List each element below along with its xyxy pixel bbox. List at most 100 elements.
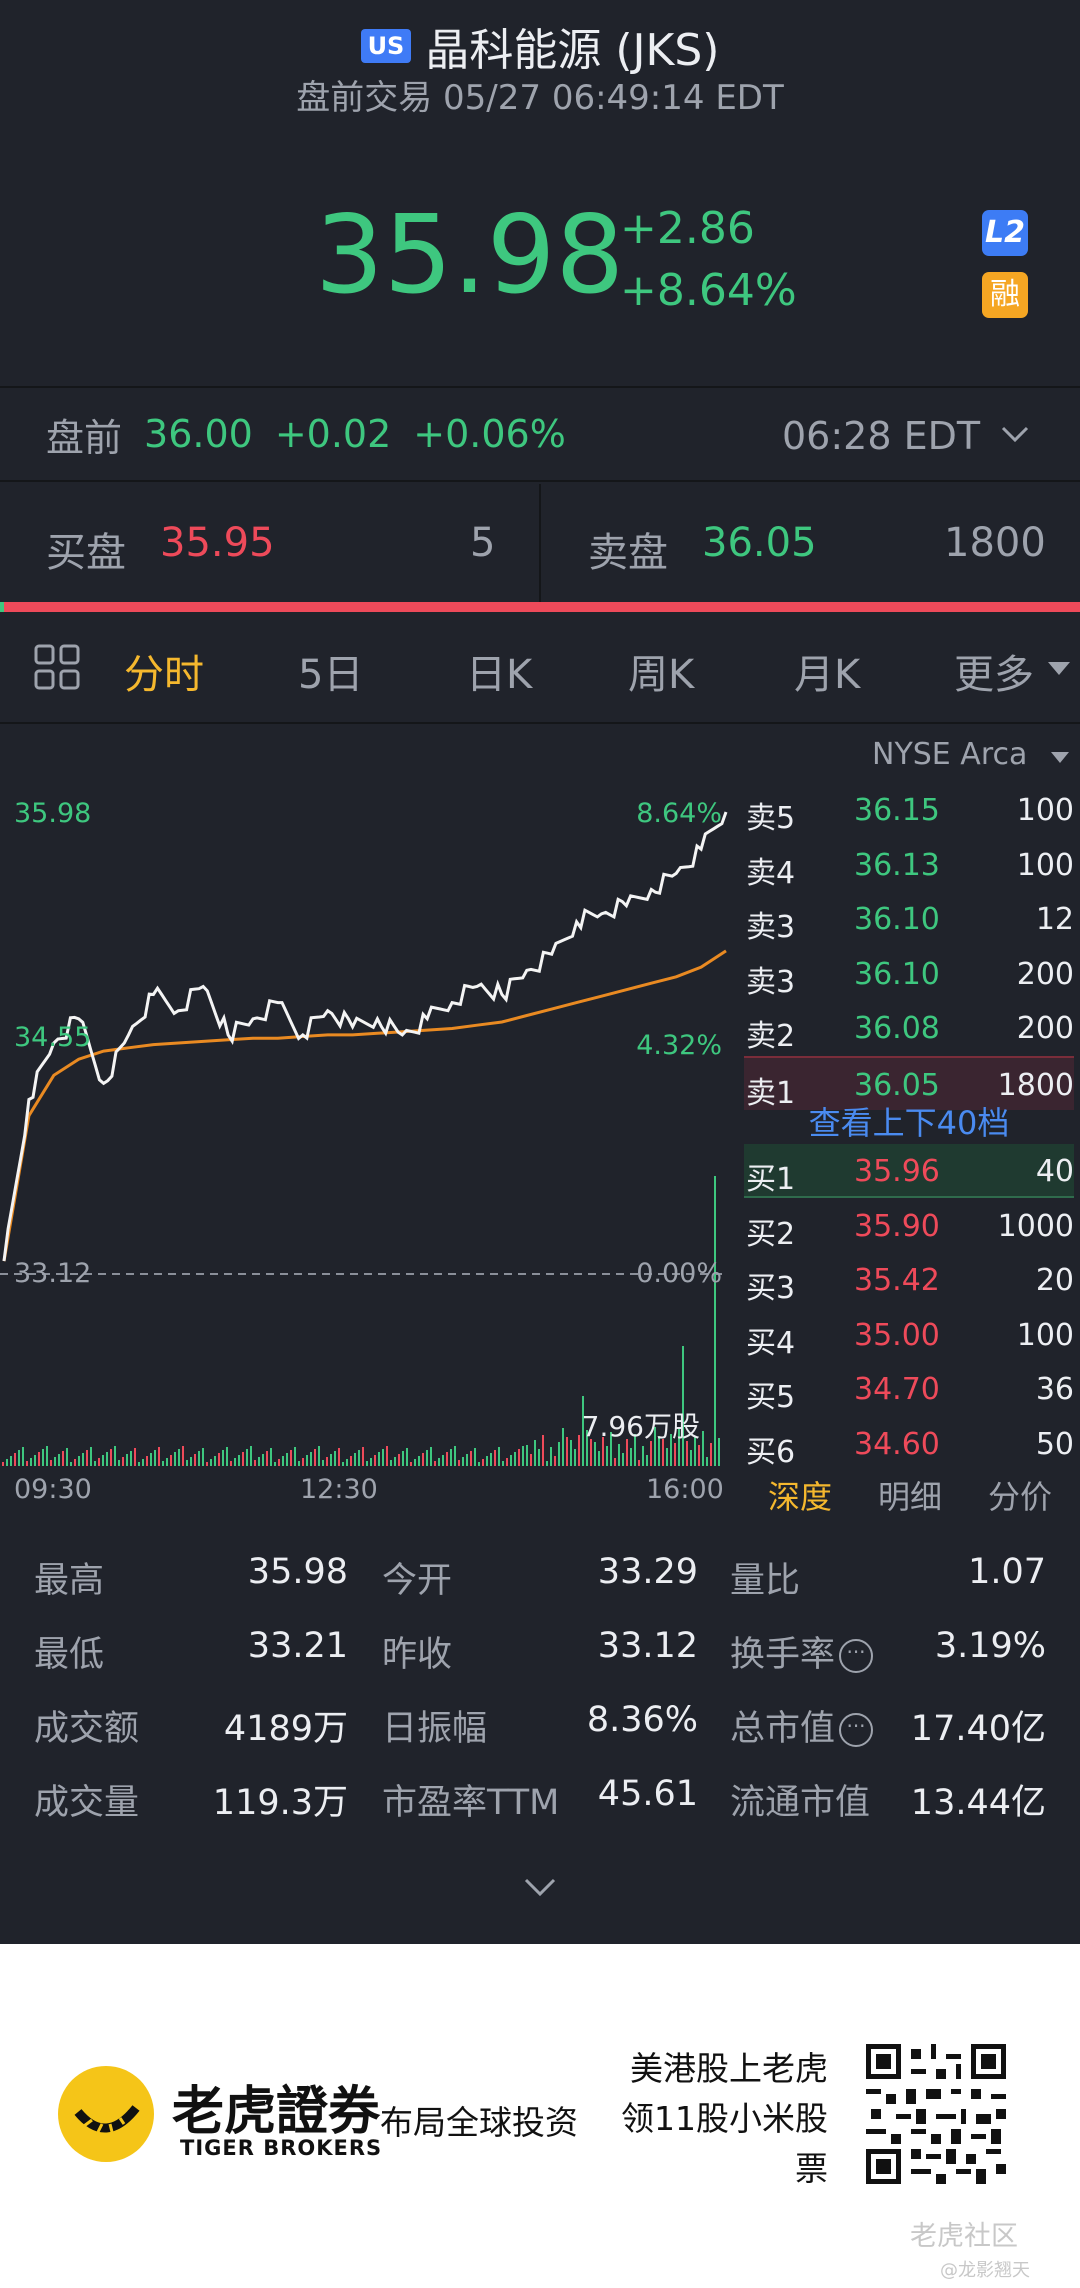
volume-bar [226,1447,228,1466]
volume-bar [622,1453,624,1466]
more-info-icon[interactable]: ··· [839,1639,874,1673]
volume-bar [694,1436,696,1466]
volume-bar [110,1449,112,1466]
pct-high-label: 8.64% [636,798,722,829]
bid-level-row[interactable]: 买1 35.96 40 [744,1144,1074,1198]
volume-bar [394,1457,396,1466]
expand-chevron-icon[interactable] [520,1868,560,1908]
stat-value: 35.98 [247,1552,348,1592]
intraday-chart[interactable]: 35.98 34.55 33.12 8.64% 4.32% 0.00% 7.96… [0,726,730,1476]
premarket-row[interactable]: 盘前 36.00 +0.02 +0.06% 06:28 EDT [0,386,1080,482]
author-watermark: @龙影翘天 [940,2260,1030,2281]
volume-bar [490,1453,492,1466]
volume-bar [126,1454,128,1466]
stat-value: 4189万 [223,1709,348,1749]
bid-level-row[interactable]: 买2 35.90 1000 [744,1199,1074,1253]
ask-level-qty: 12 [1035,902,1074,938]
brand-name-cn: 老虎證券 [172,2081,381,2142]
volume-bar [50,1460,52,1466]
volume-bar [246,1449,248,1466]
bid-level-row[interactable]: 买5 34.70 36 [744,1362,1074,1416]
volume-bar [450,1449,452,1466]
volume-bar [358,1450,360,1466]
stat-label: 量比 [730,1561,801,1601]
bid-level-row[interactable]: 买4 35.00 100 [744,1308,1074,1362]
volume-bar [506,1458,508,1466]
ask-level-qty: 200 [1016,1011,1074,1047]
volume-bar [474,1448,476,1466]
ask-level-label: 卖3 [746,964,796,1000]
ask-level-row[interactable]: 卖2 36.08 200 [744,1001,1074,1055]
ask-price: 36.05 [702,520,817,566]
volume-bar [602,1437,604,1466]
volume-bar [590,1439,592,1466]
bid-level-qty: 40 [1035,1154,1074,1189]
volume-bar [370,1458,372,1466]
volume-bar [170,1455,172,1466]
volume-bar [402,1451,404,1466]
bid-level-qty: 100 [1016,1317,1074,1353]
tab-weekly-k[interactable]: 周K [628,652,695,698]
ask-level-row[interactable]: 卖3 36.10 200 [744,947,1074,1001]
bid-level-price: 34.60 [854,1427,940,1462]
bid-level-label: 买4 [746,1325,796,1361]
bid-level-qty: 36 [1035,1372,1074,1408]
ask-level-row[interactable]: 卖4 36.13 100 [744,838,1074,892]
tiger-stripes-icon [74,2105,140,2133]
pct-mid-label: 4.32% [636,1030,722,1061]
chevron-down-icon[interactable] [1000,424,1030,446]
premarket-time: 06:28 EDT [782,414,981,458]
volume-bar [426,1450,428,1466]
volume-bar [646,1455,648,1466]
ask-level-row[interactable]: 卖1 36.05 1800 [744,1056,1074,1111]
volume-bar [478,1462,480,1466]
tab-monthly-k[interactable]: 月K [794,652,861,698]
volume-bar [658,1436,660,1466]
tab-more[interactable]: 更多 [954,652,1034,698]
caret-down-icon[interactable] [1048,662,1070,676]
turnover-rate-label: 换手率 ··· [730,1626,874,1677]
time-label-close: 16:00 [646,1474,724,1505]
promo-footer[interactable]: 老虎證券 TIGER BROKERS 布局全球投资 美港股上老虎领11股小米股票… [0,1944,1080,2288]
volume-bar [546,1461,548,1466]
quote-header: US 晶科能源 (JKS) 盘前交易 05/27 06:49:14 EDT 35… [0,0,1080,385]
volume-bar [230,1461,232,1466]
volume-bar [14,1453,16,1466]
ask-level-row[interactable]: 卖5 36.15 100 [744,783,1074,837]
volume-bar [414,1459,416,1466]
qr-code-icon[interactable] [866,2044,1006,2184]
tab-detail[interactable]: 明细 [878,1478,943,1516]
volume-bar [422,1453,424,1466]
volume-bar [186,1460,188,1466]
view-40-levels-link[interactable]: 查看上下40档 [808,1104,1010,1142]
level2-badge[interactable]: L2 [982,210,1028,256]
layout-grid-icon[interactable] [34,644,80,690]
volume-bar [638,1460,640,1466]
volume-bar [178,1449,180,1466]
more-info-icon[interactable]: ··· [839,1713,874,1747]
volume-bar [518,1449,520,1466]
ask-level-price: 36.13 [854,847,940,883]
exchange-selector[interactable]: NYSE Arca [872,737,1069,772]
bid-level-price: 35.96 [854,1154,940,1189]
tab-intraday[interactable]: 分时 [124,652,204,698]
ask-level-qty: 100 [1016,793,1074,828]
tab-5day[interactable]: 5日 [298,652,364,698]
volume-bar [286,1453,288,1466]
tab-price-dist[interactable]: 分价 [988,1478,1053,1516]
stock-title[interactable]: 晶科能源 (JKS) [425,25,720,76]
volume-bar [154,1450,156,1466]
volume-bar [62,1451,64,1466]
bid-level-price: 34.70 [854,1372,940,1408]
volume-bar [90,1447,92,1466]
bid-level-row[interactable]: 买6 34.60 50 [744,1417,1074,1471]
tab-depth[interactable]: 深度 [768,1478,833,1516]
volume-bar [290,1450,292,1466]
tab-daily-k[interactable]: 日K [466,652,533,698]
volume-bar [498,1447,500,1466]
ask-level-row[interactable]: 卖3 36.10 12 [744,892,1074,946]
volume-bar [462,1457,464,1466]
volume-bar [378,1452,380,1466]
margin-badge[interactable]: 融 [982,272,1028,318]
bid-level-row[interactable]: 买3 35.42 20 [744,1253,1074,1307]
